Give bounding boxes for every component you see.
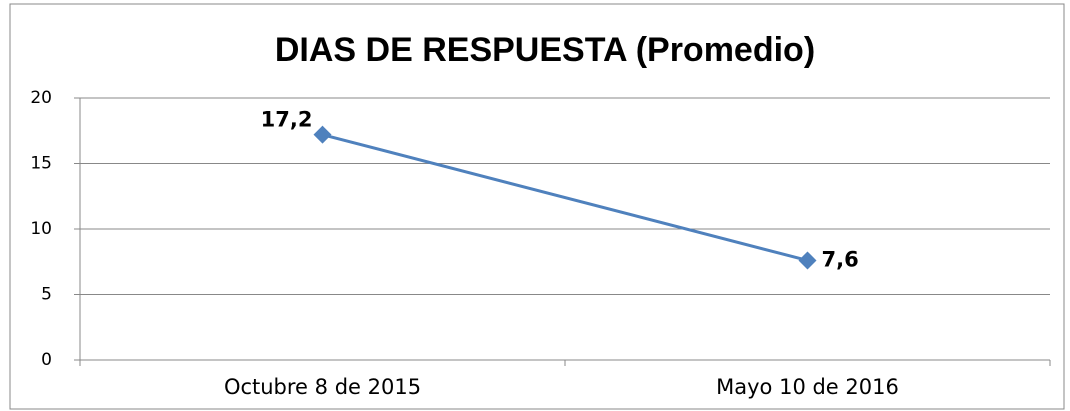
chart-title: DIAS DE RESPUESTA (Promedio) bbox=[275, 31, 815, 69]
chart-border bbox=[9, 3, 1065, 410]
line bbox=[322, 133, 808, 262]
y-tick-label: 20 bbox=[30, 88, 52, 108]
marker bbox=[313, 125, 332, 144]
data-label: 17,2 bbox=[261, 108, 313, 132]
y-tick-label: 10 bbox=[30, 219, 52, 239]
x-tick-label: Octubre 8 de 2015 bbox=[224, 375, 421, 399]
y-tick-label: 5 bbox=[41, 285, 52, 305]
y-tick-label: 15 bbox=[30, 154, 52, 174]
x-tick-label: Mayo 10 de 2016 bbox=[716, 375, 899, 399]
marker bbox=[798, 251, 817, 270]
data-label: 7,6 bbox=[822, 247, 859, 271]
y-tick-label: 0 bbox=[41, 350, 52, 370]
